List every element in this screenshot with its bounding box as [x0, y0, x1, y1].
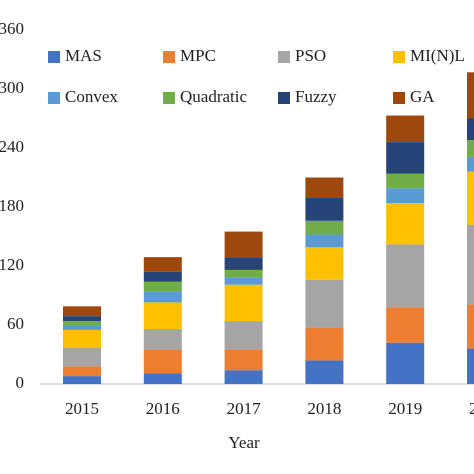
bar-segment	[305, 220, 344, 235]
bar-segment	[63, 329, 101, 348]
legend-swatch	[163, 92, 175, 104]
bar-segment	[143, 349, 182, 374]
bar-segment	[143, 328, 182, 350]
legend-swatch	[48, 51, 60, 63]
bar-segment	[386, 342, 425, 384]
legend-label: GA	[410, 87, 435, 106]
bar-segment	[63, 366, 101, 377]
legend-swatch	[393, 51, 405, 63]
bar-segment	[386, 142, 425, 174]
bar-segment	[63, 325, 101, 330]
bar-segment	[224, 269, 263, 278]
bar-segment	[224, 349, 263, 371]
legend-swatch	[163, 51, 175, 63]
x-tick-label: 2015	[65, 399, 99, 418]
bar-segment	[143, 257, 182, 272]
legend-label: MAS	[65, 46, 102, 65]
bar-segment	[305, 327, 344, 361]
bar-segment	[467, 72, 474, 119]
x-tick-label: 2017	[227, 399, 262, 418]
y-tick-label: 240	[0, 137, 24, 156]
bar-segment	[386, 115, 425, 143]
x-tick-label: 2019	[388, 399, 422, 418]
bar-segment	[224, 277, 263, 285]
y-tick-label: 120	[0, 255, 24, 274]
bar-segment	[224, 284, 263, 322]
x-tick-label: 2020	[469, 399, 474, 418]
bar-segment	[305, 177, 344, 198]
bar-segment	[63, 316, 101, 322]
bar-segment	[305, 234, 344, 248]
bar-segment	[63, 376, 101, 384]
bar-segment	[63, 321, 101, 325]
bar-segment	[386, 203, 425, 245]
bar-segment	[224, 257, 263, 270]
bar-segment	[305, 197, 344, 221]
bar-segment	[143, 271, 182, 282]
bar-segment	[143, 281, 182, 292]
x-tick-label: 2018	[307, 399, 341, 418]
bar-segment	[467, 118, 474, 141]
legend-swatch	[48, 92, 60, 104]
legend-label: MI(N)L	[410, 46, 465, 65]
bar-segment	[143, 291, 182, 303]
legend-swatch	[278, 51, 290, 63]
bar-segment	[467, 304, 474, 349]
bar-segment	[467, 224, 474, 305]
legend-label: PSO	[295, 46, 326, 65]
bar-segment	[224, 321, 263, 350]
bar-segment	[63, 347, 101, 367]
legend-label: Fuzzy	[295, 87, 337, 106]
y-tick-label: 0	[16, 373, 25, 392]
bar-segment	[386, 173, 425, 189]
y-tick-label: 180	[0, 196, 24, 215]
bar-segment	[63, 306, 101, 317]
legend-label: Quadratic	[180, 87, 247, 106]
legend-swatch	[278, 92, 290, 104]
x-axis-label: Year	[228, 433, 260, 452]
legend-label: MPC	[180, 46, 216, 65]
y-tick-label: 300	[0, 78, 24, 97]
bar-segment	[386, 307, 425, 343]
bar-segment	[467, 156, 474, 172]
bar-segment	[386, 244, 425, 308]
bar-segment	[143, 373, 182, 384]
bar-segment	[305, 360, 344, 384]
x-tick-label: 2016	[146, 399, 180, 418]
bar-segment	[305, 247, 344, 280]
bar-segment	[467, 348, 474, 384]
y-tick-label: 60	[7, 314, 24, 333]
bar-segment	[305, 279, 344, 328]
bar-segment	[467, 171, 474, 225]
bar-segment	[224, 370, 263, 384]
bar-segment	[224, 231, 263, 258]
bar-segment	[386, 188, 425, 204]
legend-label: Convex	[65, 87, 118, 106]
y-tick-label: 360	[0, 19, 24, 38]
bar-segment	[143, 302, 182, 329]
legend-swatch	[393, 92, 405, 104]
bar-segment	[467, 140, 474, 157]
